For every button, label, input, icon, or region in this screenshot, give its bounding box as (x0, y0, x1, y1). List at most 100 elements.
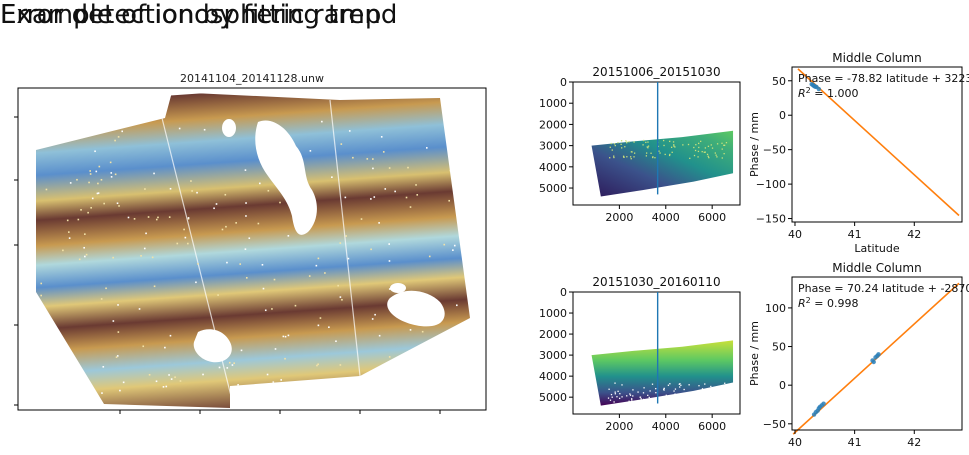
speckle (633, 141, 635, 143)
speckle (98, 165, 101, 168)
speckle (77, 218, 80, 221)
ifg1-ytick-label: 4000 (539, 161, 567, 174)
speckle (345, 235, 348, 237)
speckle (687, 398, 689, 401)
ifg1-ytick-label: 3000 (539, 140, 567, 153)
speckle (645, 152, 648, 154)
speckle (613, 155, 615, 157)
speckle (170, 378, 173, 380)
speckle (97, 182, 99, 185)
speckle (388, 243, 390, 245)
ifg1-xtick-label: 6000 (698, 211, 726, 224)
speckle (388, 391, 390, 393)
speckle (642, 398, 645, 401)
speckle (94, 150, 96, 153)
speckle (142, 345, 145, 348)
speckle (645, 155, 648, 157)
speckle (409, 206, 412, 208)
fit2-frame (791, 276, 963, 431)
fit1-trend-line (797, 68, 960, 217)
speckle (370, 248, 372, 251)
speckle (608, 388, 610, 390)
speckle (384, 188, 387, 190)
speckle (704, 151, 706, 153)
fit1-xtick-label: 40 (788, 228, 802, 241)
speckle (703, 397, 706, 399)
speckle (226, 261, 228, 264)
speckle (668, 154, 671, 157)
speckle (621, 396, 623, 398)
speckle (647, 394, 649, 397)
speckle (623, 156, 625, 158)
speckle (655, 387, 657, 390)
speckle (710, 390, 713, 392)
speckle (697, 156, 699, 158)
speckle (663, 144, 665, 147)
speckle (233, 362, 235, 364)
fit1-ytick-label: −100 (756, 178, 786, 191)
speckle (69, 182, 72, 184)
island-mask-2 (222, 119, 236, 137)
speckle (112, 256, 114, 259)
speckle (245, 202, 247, 204)
speckle (388, 288, 391, 290)
speckle (701, 150, 703, 153)
speckle (162, 386, 165, 388)
speckle (448, 199, 450, 202)
speckle (642, 144, 644, 146)
speckle (66, 219, 69, 222)
speckle (632, 395, 634, 397)
speckle (607, 397, 610, 399)
speckle (191, 190, 193, 192)
speckle (308, 275, 311, 277)
speckle (655, 392, 657, 394)
speckle (264, 309, 267, 312)
speckle (642, 392, 645, 394)
speckle (148, 373, 151, 376)
speckle (101, 392, 103, 394)
speckle (89, 170, 91, 172)
speckle (140, 255, 142, 257)
speckle (707, 155, 709, 157)
speckle (443, 243, 446, 246)
speckle (100, 178, 103, 181)
speckle (681, 395, 683, 397)
speckle (235, 222, 237, 224)
swath-fill (36, 92, 470, 408)
speckle (664, 153, 666, 156)
speckle (452, 249, 454, 251)
speckle (704, 399, 706, 401)
speckle (696, 394, 699, 396)
fit1-point-4 (816, 86, 822, 92)
speckle (151, 256, 154, 259)
speckle (78, 258, 81, 261)
speckle (630, 151, 633, 153)
speckle (723, 153, 725, 155)
speckle (112, 320, 115, 322)
speckle (99, 127, 102, 130)
speckle (114, 139, 116, 142)
speckle (45, 188, 48, 191)
speckle (705, 391, 707, 393)
speckle (663, 387, 665, 390)
speckle (266, 373, 269, 376)
speckle (674, 388, 677, 390)
speckle (620, 140, 623, 142)
speckle (706, 153, 709, 156)
fit2-ytick-label: 50 (772, 341, 786, 354)
speckle (153, 172, 155, 175)
speckle (698, 385, 700, 387)
speckle (685, 401, 687, 403)
speckle (90, 206, 92, 209)
ifg1-speckle (609, 139, 728, 160)
speckle (409, 391, 412, 393)
swath-seam-2 (329, 99, 361, 377)
speckle (609, 146, 611, 148)
speckle (449, 169, 451, 172)
speckle (673, 144, 675, 146)
speckle (274, 348, 277, 350)
speckle (91, 197, 94, 200)
speckle (633, 156, 635, 158)
speckle (680, 384, 682, 386)
speckle (259, 182, 261, 185)
